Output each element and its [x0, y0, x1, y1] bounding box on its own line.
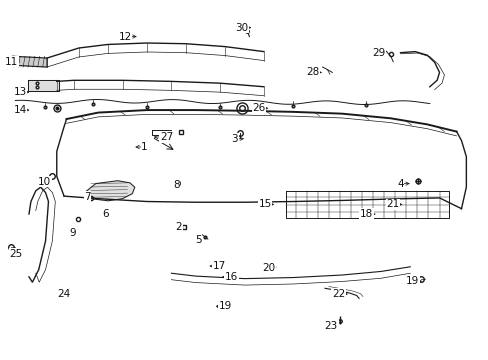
Text: 2: 2: [175, 222, 182, 231]
Text: 4: 4: [396, 179, 403, 189]
Text: 7: 7: [84, 192, 91, 202]
Text: 28: 28: [305, 67, 319, 77]
Text: 22: 22: [331, 289, 345, 299]
Text: 23: 23: [324, 321, 337, 331]
Text: 14: 14: [14, 105, 27, 115]
Text: 19: 19: [218, 301, 231, 311]
Text: 5: 5: [194, 235, 201, 245]
Text: 6: 6: [102, 209, 109, 219]
Text: 27: 27: [160, 132, 173, 142]
Text: 25: 25: [10, 248, 23, 258]
Text: 9: 9: [69, 228, 76, 238]
Text: 29: 29: [371, 48, 385, 58]
Text: 12: 12: [118, 32, 131, 41]
Text: 24: 24: [58, 289, 71, 299]
Polygon shape: [13, 56, 47, 67]
Text: 19: 19: [405, 276, 419, 286]
Text: 11: 11: [5, 57, 18, 67]
Text: 21: 21: [386, 199, 399, 210]
Text: 18: 18: [359, 209, 372, 219]
Text: 20: 20: [262, 263, 275, 273]
Text: 3: 3: [231, 134, 238, 144]
Polygon shape: [86, 181, 135, 201]
Text: 8: 8: [173, 180, 179, 190]
Text: 30: 30: [235, 23, 248, 33]
Text: 26: 26: [252, 103, 265, 113]
Text: 10: 10: [38, 177, 51, 187]
Text: 17: 17: [212, 261, 225, 271]
Polygon shape: [27, 80, 59, 91]
Text: 13: 13: [14, 87, 27, 97]
Text: 15: 15: [258, 199, 271, 210]
Text: 16: 16: [224, 272, 238, 282]
Text: 1: 1: [141, 142, 147, 152]
